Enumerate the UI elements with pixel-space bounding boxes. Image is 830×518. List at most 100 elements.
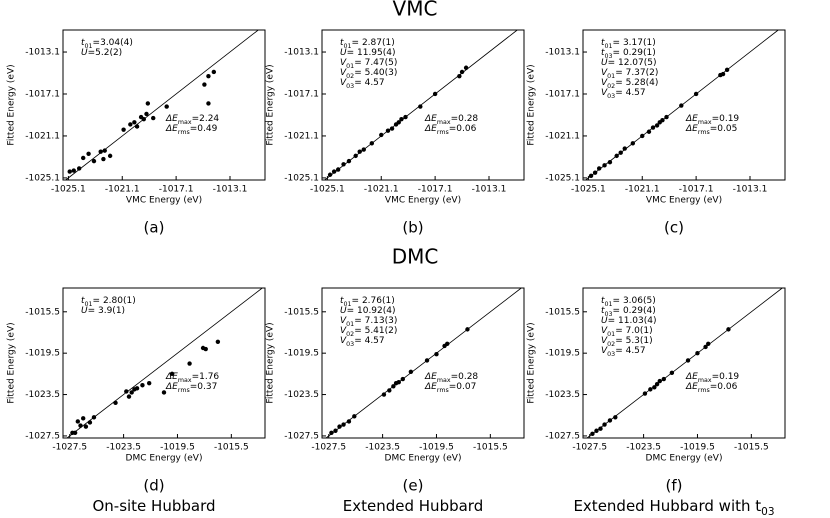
text: Extended Hubbard bbox=[343, 497, 483, 515]
x-tick-label: -1023.5 bbox=[626, 443, 661, 453]
data-point bbox=[86, 151, 91, 156]
x-axis-label: VMC Energy (eV) bbox=[126, 196, 202, 206]
text: = 5.28(4) bbox=[615, 78, 658, 88]
text: = 2.76(1) bbox=[352, 296, 395, 306]
data-point bbox=[703, 344, 708, 350]
parameter: V01= 7.0(1) bbox=[601, 326, 653, 338]
x-tick-label: -1023.5 bbox=[106, 443, 141, 453]
subscript: 03 bbox=[605, 311, 613, 318]
data-point bbox=[101, 156, 106, 162]
plot-frame bbox=[582, 287, 786, 439]
data-point bbox=[128, 122, 133, 127]
symbol: t bbox=[340, 38, 344, 48]
error-metric: ΔEmax=0.19 bbox=[685, 114, 739, 126]
data-point bbox=[381, 392, 387, 397]
symbol: V bbox=[340, 316, 347, 326]
text: Extended Hubbard with t bbox=[573, 497, 761, 515]
reference-line bbox=[65, 29, 259, 181]
data-point bbox=[594, 428, 599, 433]
text: = 3.06(5) bbox=[613, 296, 656, 306]
x-tick-label: -1025.1 bbox=[571, 185, 606, 195]
parameter: V01= 7.13(3) bbox=[340, 316, 397, 328]
data-point bbox=[203, 346, 208, 352]
error-metric: ΔEmax=0.28 bbox=[424, 372, 478, 384]
data-point bbox=[78, 423, 83, 428]
subscript: 01 bbox=[605, 43, 613, 50]
data-point bbox=[91, 158, 97, 164]
y-tick-label: -1021.1 bbox=[284, 131, 319, 141]
parameter: V03= 4.57 bbox=[601, 88, 646, 100]
data-point bbox=[660, 118, 665, 123]
data-point bbox=[389, 126, 395, 131]
x-tick-label: -1017.1 bbox=[159, 185, 194, 195]
data-point bbox=[403, 114, 408, 120]
data-point bbox=[329, 430, 334, 436]
data-point bbox=[693, 91, 699, 97]
parameter: V02= 5.3(1) bbox=[601, 336, 653, 348]
data-point bbox=[352, 414, 357, 419]
data-point bbox=[400, 376, 405, 382]
data-point bbox=[361, 147, 366, 152]
data-point bbox=[140, 383, 145, 388]
y-tick-label: -1025.1 bbox=[25, 173, 60, 183]
subscript: 03 bbox=[346, 83, 354, 90]
subscript: rms bbox=[437, 387, 449, 394]
reference-line bbox=[586, 287, 783, 439]
data-point bbox=[132, 120, 137, 125]
text: = 4.57 bbox=[354, 336, 384, 346]
x-tick-label: -1015.5 bbox=[214, 443, 249, 453]
data-point bbox=[71, 168, 76, 173]
data-point bbox=[385, 128, 391, 133]
parameter: t01= 3.17(1) bbox=[601, 38, 656, 50]
error-metric: ΔEmax=0.19 bbox=[685, 372, 739, 384]
data-point bbox=[81, 155, 86, 161]
text: =0.49 bbox=[190, 124, 218, 134]
error-metric: ΔErms=0.06 bbox=[424, 124, 477, 136]
text: = 4.57 bbox=[615, 346, 645, 356]
data-point bbox=[391, 384, 396, 389]
symbol: ΔE bbox=[424, 382, 437, 392]
x-tick-label: -1013.1 bbox=[472, 185, 507, 195]
symbol: ΔE bbox=[424, 372, 437, 382]
text: = 3.17(1) bbox=[613, 38, 656, 48]
x-axis-label: VMC Energy (eV) bbox=[385, 196, 461, 206]
subscript: 01 bbox=[605, 301, 613, 308]
reference-line bbox=[325, 287, 522, 439]
x-tick-label: -1021.1 bbox=[105, 185, 140, 195]
symbol: V bbox=[601, 346, 608, 356]
y-tick-label: -1015.5 bbox=[284, 307, 319, 317]
data-point bbox=[630, 141, 636, 146]
data-point bbox=[457, 73, 462, 79]
symbol: U bbox=[601, 58, 608, 68]
symbol: V bbox=[340, 326, 347, 336]
text: =0.05 bbox=[710, 124, 738, 134]
symbol: V bbox=[601, 88, 608, 98]
data-point bbox=[596, 166, 602, 171]
symbol: t bbox=[81, 296, 85, 306]
data-point bbox=[357, 149, 362, 154]
data-point bbox=[685, 358, 691, 363]
subscript: 03 bbox=[761, 506, 774, 518]
symbol: V bbox=[340, 78, 347, 88]
subscript: 02 bbox=[346, 331, 354, 338]
text: = 7.13(3) bbox=[354, 316, 397, 326]
y-tick-label: -1019.5 bbox=[545, 349, 580, 359]
data-point bbox=[418, 104, 423, 109]
text: =3.04(4) bbox=[93, 38, 133, 48]
data-point bbox=[76, 166, 82, 171]
x-tick-label: -1027.5 bbox=[311, 443, 346, 453]
y-axis-label: Fitted Energy (eV) bbox=[7, 64, 17, 145]
data-point bbox=[83, 424, 89, 429]
data-point bbox=[146, 380, 152, 386]
symbol: t bbox=[601, 38, 605, 48]
data-point bbox=[164, 104, 169, 109]
data-point bbox=[695, 350, 700, 356]
data-point bbox=[646, 129, 652, 134]
y-tick-label: -1013.1 bbox=[25, 48, 60, 58]
data-point bbox=[169, 371, 175, 377]
parameter: U= 3.9(1) bbox=[81, 306, 125, 316]
parameter: V02= 5.41(2) bbox=[340, 326, 397, 338]
data-point bbox=[72, 430, 78, 436]
data-point bbox=[327, 172, 333, 177]
